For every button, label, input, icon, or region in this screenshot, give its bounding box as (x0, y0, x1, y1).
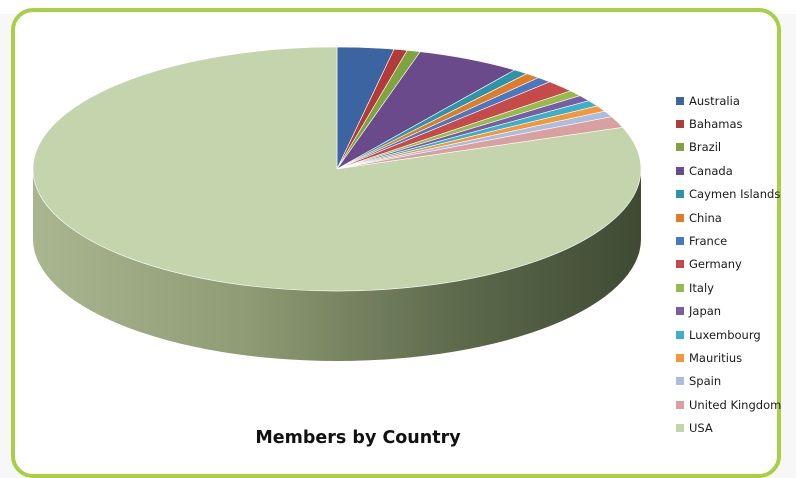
legend-swatch (676, 400, 684, 409)
legend-swatch (676, 190, 684, 199)
legend-label: China (689, 210, 722, 225)
legend-item-bahamas: Bahamas (676, 112, 781, 135)
legend-label: Brazil (689, 140, 722, 155)
legend-label: United Kingdom (689, 397, 782, 412)
legend-label: USA (689, 421, 713, 436)
legend-swatch (676, 353, 684, 362)
legend-label: Mauritius (689, 350, 743, 365)
legend-item-caymen-islands: Caymen Islands (676, 183, 781, 206)
legend-label: Japan (689, 304, 722, 319)
legend-item-mauritius: Mauritius (676, 346, 781, 369)
legend-item-germany: Germany (676, 253, 781, 276)
legend-item-italy: Italy (676, 276, 781, 299)
legend-swatch (676, 237, 684, 246)
legend-item-japan: Japan (676, 300, 781, 323)
legend-label: France (689, 234, 728, 249)
legend-swatch (676, 424, 684, 433)
legend-item-luxembourg: Luxembourg (676, 323, 781, 346)
pie-chart (32, 46, 642, 361)
legend-label: Bahamas (689, 117, 743, 132)
legend-label: Caymen Islands (689, 187, 781, 202)
pie-top-face (32, 46, 642, 292)
pie-slice-usa (32, 46, 642, 292)
legend-item-brazil: Brazil (676, 136, 781, 159)
legend-swatch (676, 213, 684, 222)
legend-swatch (676, 260, 684, 269)
legend-item-australia: Australia (676, 89, 781, 112)
legend-item-france: France (676, 229, 781, 252)
chart-title: Members by Country (255, 428, 461, 448)
legend-swatch (676, 377, 684, 386)
legend-item-china: China (676, 206, 781, 229)
legend-label: Australia (689, 93, 740, 108)
legend-label: Germany (689, 257, 742, 272)
legend-swatch (676, 166, 684, 175)
legend-item-united-kingdom: United Kingdom (676, 393, 781, 416)
legend-swatch (676, 143, 684, 152)
legend-swatch (676, 330, 684, 339)
legend-label: Spain (689, 374, 722, 389)
legend-swatch (676, 307, 684, 316)
chart-legend: Australia Bahamas Brazil Canada Caymen Islan… (676, 89, 781, 440)
legend-item-usa: USA (676, 416, 781, 439)
pie-side-walls (33, 169, 641, 361)
legend-swatch (676, 96, 684, 105)
legend-swatch (676, 283, 684, 292)
pie-side-usa (33, 169, 641, 361)
legend-label: Luxembourg (689, 327, 761, 342)
legend-label: Canada (689, 163, 733, 178)
legend-label: Italy (689, 280, 714, 295)
legend-item-spain: Spain (676, 370, 781, 393)
legend-item-canada: Canada (676, 159, 781, 182)
legend-swatch (676, 120, 684, 129)
